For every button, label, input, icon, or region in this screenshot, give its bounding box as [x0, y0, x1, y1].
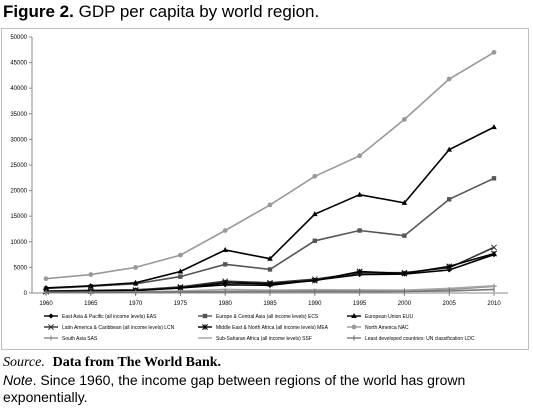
- legend-label: European Union EUU: [365, 314, 413, 320]
- data-point: [446, 146, 452, 152]
- source-label: Source: [3, 355, 42, 370]
- y-tick-label: 45000: [10, 61, 27, 67]
- data-point: [222, 279, 229, 286]
- data-point: [491, 250, 497, 257]
- legend-label: East Asia & Pacific (all income levels) …: [62, 314, 157, 320]
- figure-caption: GDP per capita by world region.: [78, 2, 320, 21]
- data-point: [267, 280, 273, 287]
- data-point: [446, 76, 452, 82]
- data-point: [312, 173, 318, 179]
- legend-swatch-marker: [351, 313, 357, 318]
- data-point: [88, 272, 94, 277]
- legend-label: Sub-Saharan Africa (all income levels) S…: [216, 336, 312, 342]
- x-tick-label: 1985: [263, 301, 277, 307]
- data-point: [491, 176, 497, 181]
- data-point: [178, 252, 183, 258]
- data-point: [491, 244, 497, 251]
- data-point: [446, 263, 453, 270]
- y-tick-label: 25000: [10, 163, 27, 169]
- source-text: Data from The World Bank.: [52, 355, 222, 370]
- legend-swatch-marker: [48, 313, 54, 319]
- legend-label: South Asia SAS: [62, 336, 98, 342]
- note-text: . Since 1960, the income gap between reg…: [3, 372, 466, 405]
- x-tick-label: 1990: [308, 301, 322, 307]
- series-line-3: [45, 126, 495, 289]
- legend-swatch-marker: [48, 324, 54, 330]
- legend-label: Latin America & Caribbean (all income le…: [62, 325, 175, 331]
- legend-label: Least developed countries: UN classifica…: [365, 336, 475, 342]
- figure-title: Figure 2. GDP per capita by world region…: [3, 1, 319, 23]
- x-tick-label: 1995: [353, 301, 367, 307]
- x-tick-label: 1975: [174, 301, 188, 307]
- data-point: [491, 49, 497, 55]
- chart-frame: 0 5000 10000 15000 20000 25000 30000 35000 40000…: [1, 28, 529, 350]
- legend-swatch-marker: [48, 335, 54, 341]
- y-tick-label: 15000: [10, 214, 27, 220]
- y-tick-label: 50000: [10, 35, 27, 41]
- data-point: [178, 274, 183, 279]
- data-point: [267, 202, 273, 208]
- legend-label: North America NAC: [365, 325, 409, 331]
- data-point: [222, 246, 228, 252]
- data-point: [132, 279, 139, 285]
- legend-swatch-marker: [202, 324, 208, 330]
- x-tick-label: 2000: [398, 301, 412, 307]
- x-tick-label: 1970: [129, 301, 143, 307]
- figure-label: Figure 2.: [3, 2, 74, 21]
- legend-label: Middle East & North Africa (all income l…: [216, 325, 329, 331]
- data-point: [222, 228, 228, 233]
- data-point: [401, 270, 408, 277]
- y-tick-label: 5000: [14, 265, 28, 271]
- data-point: [402, 117, 407, 122]
- data-point: [267, 267, 273, 272]
- x-tick-label: 2010: [487, 301, 501, 307]
- source-line: Source. Data from The World Bank.: [3, 352, 221, 372]
- y-tick-label: 40000: [10, 86, 27, 92]
- data-point: [312, 238, 317, 243]
- data-point: [311, 277, 318, 284]
- x-tick-label: 1960: [39, 301, 53, 307]
- data-point: [447, 197, 452, 202]
- data-point: [177, 268, 184, 274]
- data-point: [491, 124, 497, 130]
- data-point: [88, 282, 94, 288]
- note-paragraph: Note. Since 1960, the income gap between…: [3, 372, 528, 406]
- data-point: [356, 191, 363, 197]
- data-point: [223, 262, 228, 267]
- data-point: [312, 211, 318, 217]
- data-point: [43, 284, 49, 290]
- y-tick-label: 35000: [10, 112, 27, 118]
- source-separator: .: [41, 355, 45, 370]
- x-tick-label: 1965: [84, 301, 98, 307]
- x-tick-label: 1980: [219, 301, 233, 307]
- data-point: [402, 233, 407, 238]
- legend-swatch-marker: [351, 324, 357, 330]
- x-tick-label: 2005: [443, 301, 457, 307]
- series-line-6: [45, 51, 495, 280]
- data-point: [43, 276, 49, 282]
- y-tick-label: 20000: [10, 189, 27, 195]
- data-point: [267, 255, 273, 261]
- data-point: [401, 199, 408, 205]
- y-tick-label: 30000: [10, 137, 27, 143]
- legend-label: Europe & Central Asia (all income levels…: [216, 314, 319, 320]
- data-point: [357, 271, 363, 278]
- data-point: [133, 265, 139, 270]
- y-tick-label: 0: [24, 291, 28, 297]
- data-point: [357, 228, 362, 233]
- note-label: Note: [3, 372, 33, 388]
- y-tick-label: 10000: [10, 240, 27, 246]
- data-point: [356, 268, 363, 275]
- line-chart: 0 5000 10000 15000 20000 25000 30000 35000 40000…: [10, 35, 508, 342]
- data-point: [357, 153, 362, 159]
- legend-swatch-marker: [202, 313, 208, 319]
